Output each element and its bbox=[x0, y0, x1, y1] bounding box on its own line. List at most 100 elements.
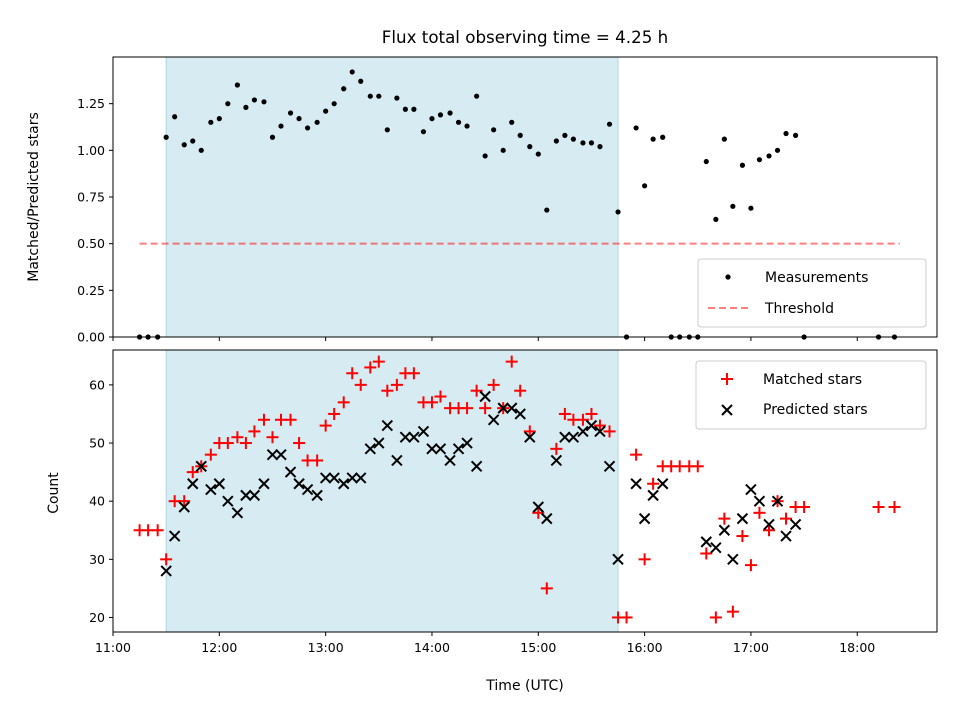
predicted-star-point bbox=[328, 472, 340, 484]
predicted-star-point bbox=[275, 448, 287, 461]
predicted-star-point bbox=[656, 478, 669, 490]
predicted-star-stroke-b bbox=[550, 454, 563, 467]
matched-star-point bbox=[204, 448, 217, 461]
legend-matched-marker bbox=[721, 373, 733, 385]
matched-star-point bbox=[248, 425, 261, 438]
predicted-star-stroke-b bbox=[417, 425, 430, 438]
matched-star-point bbox=[585, 407, 598, 420]
predicted-star-stroke-b bbox=[195, 460, 207, 472]
predicted-star-stroke-b bbox=[381, 419, 394, 432]
legend-threshold-label: Threshold bbox=[764, 301, 834, 317]
matched-star-point bbox=[266, 431, 279, 444]
measurement-point bbox=[597, 144, 603, 150]
predicted-star-stroke-b bbox=[434, 443, 447, 455]
matched-star-point bbox=[550, 442, 563, 455]
predicted-star-point bbox=[763, 518, 775, 531]
predicted-star-point bbox=[603, 460, 616, 472]
predicted-star-point bbox=[417, 425, 430, 438]
predicted-star-stroke-b bbox=[319, 472, 332, 484]
measurement-point bbox=[163, 134, 169, 140]
matched-star-point bbox=[407, 367, 420, 380]
predicted-star-point bbox=[222, 495, 234, 507]
measurement-point bbox=[783, 130, 789, 137]
measurement-point bbox=[402, 106, 408, 112]
predicted-star-point bbox=[258, 478, 270, 490]
measurement-point bbox=[198, 147, 204, 153]
matched-star-point bbox=[239, 437, 252, 450]
count-ytick-label: 30 bbox=[89, 552, 105, 567]
measurement-point bbox=[314, 119, 320, 125]
measurement-point bbox=[172, 114, 178, 120]
measurement-point bbox=[287, 110, 294, 116]
measurement-point bbox=[349, 69, 355, 75]
matched-star-point bbox=[487, 378, 500, 391]
predicted-star-point bbox=[585, 419, 598, 432]
predicted-star-point bbox=[718, 524, 731, 536]
count-panel-frame bbox=[112, 349, 938, 633]
ratio-x-ticks bbox=[112, 337, 858, 341]
ratio-ytick-label: 0.25 bbox=[77, 283, 105, 298]
measurement-point bbox=[234, 82, 240, 88]
predicted-star-stroke-b bbox=[391, 454, 403, 467]
predicted-star-stroke-b bbox=[346, 472, 358, 484]
measurement-point bbox=[420, 129, 427, 135]
matched-star-point bbox=[620, 611, 633, 624]
measurement-point bbox=[703, 158, 709, 165]
matched-star-point bbox=[328, 407, 341, 420]
predicted-star-point bbox=[364, 443, 377, 455]
measurement-point bbox=[535, 151, 541, 157]
measurement-point bbox=[447, 110, 453, 116]
chart-title: Flux total observing time = 4.25 h bbox=[382, 27, 668, 47]
x-tick-label: 11:00 bbox=[95, 640, 131, 655]
predicted-star-point bbox=[700, 536, 712, 548]
ratio-legend-box bbox=[697, 258, 927, 328]
measurement-point bbox=[588, 140, 595, 146]
measurement-point bbox=[500, 147, 506, 153]
predicted-star-stroke-b bbox=[524, 431, 536, 443]
measurement-point bbox=[358, 78, 364, 84]
measurement-point bbox=[411, 106, 417, 112]
matched-star-point bbox=[434, 390, 447, 403]
x-tick-label: 16:00 bbox=[627, 640, 663, 655]
predicted-star-point bbox=[248, 489, 261, 502]
matched-star-point bbox=[647, 477, 660, 490]
measurement-point bbox=[323, 108, 329, 114]
x-tick-label: 17:00 bbox=[733, 640, 769, 655]
matched-star-point bbox=[780, 512, 793, 525]
measurement-point bbox=[331, 101, 337, 107]
count-panel: 20 30 40 50 60 11:00 12:00 13:00 14:00 15:00 16:0… bbox=[46, 349, 938, 694]
predicted-star-point bbox=[506, 402, 518, 414]
x-tick-label: 12:00 bbox=[201, 640, 237, 655]
matched-star-point bbox=[718, 512, 731, 525]
count-x-axis: 11:00 12:00 13:00 14:00 15:00 16:00 17:00 18:00 bbox=[95, 632, 875, 655]
matched-star-point bbox=[872, 500, 885, 513]
predicted-star-stroke-b bbox=[373, 437, 385, 449]
matched-star-point bbox=[700, 547, 713, 560]
predicted-star-stroke-b bbox=[771, 495, 784, 507]
predicted-star-point bbox=[391, 454, 403, 467]
measurement-point bbox=[721, 136, 727, 142]
matched-star-point bbox=[461, 402, 474, 415]
measurement-point bbox=[615, 209, 621, 215]
matched-star-point bbox=[638, 553, 651, 566]
predicted-star-point bbox=[771, 495, 784, 507]
predicted-star-stroke-b bbox=[789, 518, 802, 531]
measurement-point bbox=[243, 104, 249, 110]
count-ytick-label: 60 bbox=[89, 377, 105, 392]
predicted-star-point bbox=[514, 408, 526, 420]
ratio-ytick-label: 1.25 bbox=[77, 96, 105, 111]
ratio-y-axis-label: Matched/Predicted stars bbox=[26, 112, 42, 282]
predicted-star-stroke-b bbox=[559, 431, 571, 443]
predicted-star-point bbox=[487, 414, 500, 426]
ratio-legend: Measurements Threshold bbox=[697, 258, 927, 328]
measurement-point bbox=[455, 119, 462, 125]
predicted-star-stroke-b bbox=[301, 483, 314, 496]
count-y-axis-label: Count bbox=[46, 472, 62, 514]
matched-star-point bbox=[284, 413, 297, 426]
measurement-point bbox=[748, 205, 754, 211]
matched-star-point bbox=[593, 419, 606, 432]
matched-star-point bbox=[186, 466, 199, 479]
predicted-star-point bbox=[284, 466, 297, 478]
predicted-star-stroke-b bbox=[160, 565, 172, 577]
